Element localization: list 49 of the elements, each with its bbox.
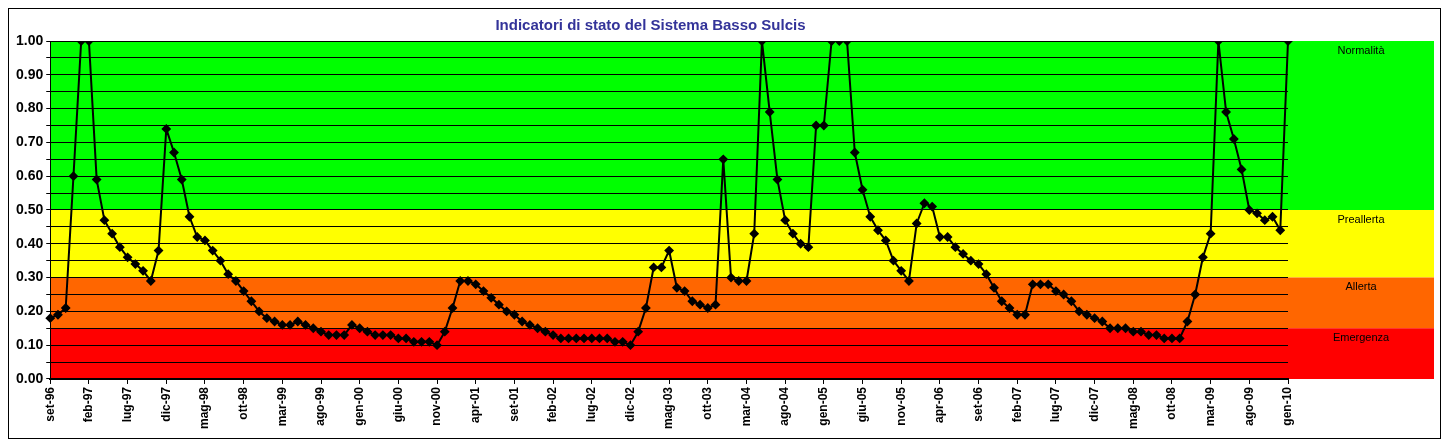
y-tick-label: 0.30 [16, 268, 44, 285]
x-tick-label: dic-02 [622, 386, 637, 422]
x-tick-label: dic-07 [1086, 386, 1101, 422]
x-tick-label: apr-01 [468, 386, 483, 424]
x-tick-label: gen-00 [352, 386, 366, 426]
x-tick-label: set-96 [42, 386, 57, 422]
y-tick-label: 0.50 [16, 200, 44, 217]
x-tick-label: lug-97 [119, 386, 134, 423]
y-tick-label: 0.40 [16, 234, 44, 251]
x-tick-label: feb-07 [1009, 386, 1024, 423]
y-tick-label: 0.60 [16, 167, 44, 184]
x-tick-label: gen-05 [816, 386, 831, 426]
band-label: Preallerta [1337, 212, 1386, 225]
x-tick-label: giu-05 [854, 386, 869, 423]
y-tick-label: 0.00 [16, 369, 44, 386]
y-tick-label: 0.70 [16, 133, 44, 150]
x-tick-label: ott-08 [1164, 386, 1179, 420]
y-tick-label: 0.80 [16, 99, 44, 116]
x-tick-label: feb-97 [81, 386, 96, 423]
x-tick-label: mar-04 [738, 386, 753, 427]
y-tick-label: 0.90 [16, 65, 44, 82]
x-tick-label: ott-03 [700, 386, 715, 420]
y-tick-label: 1.00 [16, 31, 44, 48]
x-tick-label: ago-09 [1241, 386, 1256, 426]
x-tick-label: ott-98 [235, 386, 250, 420]
x-tick-label: ago-04 [777, 386, 792, 426]
x-tick-label: dic-97 [158, 386, 173, 422]
x-tick-label: lug-07 [1048, 386, 1063, 423]
band-label: Normalità [1337, 43, 1386, 56]
band-label: Emergenza [1332, 330, 1390, 343]
x-tick-label: feb-02 [545, 386, 560, 423]
x-tick-label: mag-98 [197, 386, 212, 430]
x-tick-label: giu-00 [390, 386, 405, 423]
x-tick-label: apr-06 [932, 386, 947, 424]
x-tick-label: gen-10 [1280, 386, 1295, 426]
x-tick-label: set-01 [506, 386, 521, 422]
x-tick-label: mar-09 [1202, 386, 1217, 427]
y-tick-label: 0.10 [16, 336, 44, 353]
x-tick-label: mag-03 [661, 386, 676, 430]
x-tick-label: nov-00 [429, 386, 444, 426]
x-tick-label: mag-08 [1125, 386, 1140, 430]
x-tick-label: lug-02 [584, 386, 599, 423]
x-tick-label: mar-99 [274, 386, 289, 427]
x-tick-label: ago-99 [313, 386, 328, 426]
y-tick-label: 0.20 [16, 302, 44, 319]
x-tick-label: set-06 [970, 386, 985, 422]
x-tick-label: nov-05 [893, 386, 908, 426]
band-label: Allerta [1345, 280, 1378, 293]
chart-title: Indicatori di stato del Sistema Basso Sulcis [495, 16, 806, 34]
